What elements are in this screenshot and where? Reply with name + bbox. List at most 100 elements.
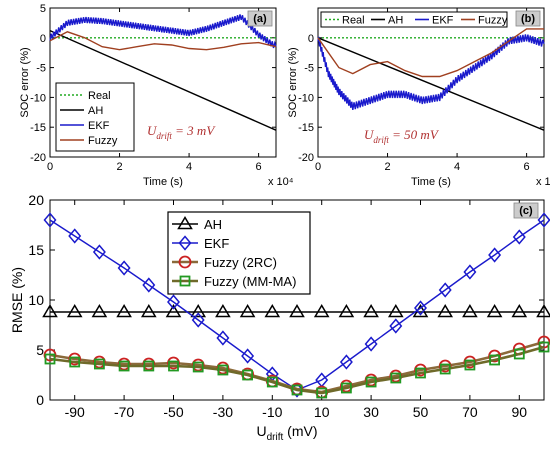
panel-b-xtick-label: 2 bbox=[384, 161, 390, 173]
panel-c-legend-label-ah: AH bbox=[204, 217, 222, 232]
panel-a-x-multiplier: x 10⁴ bbox=[268, 176, 294, 188]
panel-c-y-axis-label: RMSE (%) bbox=[9, 267, 25, 333]
panel-c-ah-point bbox=[462, 304, 478, 318]
panel-c-fuzzy-2rc-point bbox=[93, 355, 106, 369]
panel-a-badge-box bbox=[247, 10, 273, 27]
panel-c-ekf-point bbox=[216, 330, 230, 346]
panel-c-fuzzy-2rc-point bbox=[463, 355, 477, 369]
panel-c-legend-marker-fuzzy-mm-ma bbox=[179, 275, 191, 287]
panel-b-ytick-label: -5 bbox=[304, 63, 314, 75]
panel-c-series-fuzzy-mm-ma-markers bbox=[44, 341, 550, 399]
panel-c-fuzzy-mm-ma-point bbox=[94, 358, 105, 370]
panel-a-ytick-label: -20 bbox=[30, 152, 46, 164]
panel-c-ytick-label: 5 bbox=[36, 342, 44, 358]
panel-c-fuzzy-2rc-point bbox=[167, 356, 180, 370]
panel-c-fuzzy-2rc-point bbox=[438, 359, 452, 373]
panel-c-legend-marker-fuzzy-2rc bbox=[178, 255, 192, 269]
panel-a-legend-label-fuzzy: Fuzzy bbox=[88, 135, 118, 147]
panel-a-badge-label: (a) bbox=[253, 13, 267, 25]
panel-c-fuzzy-mm-ma-point bbox=[242, 369, 254, 381]
panel-c-legend-marker-ekf bbox=[178, 235, 192, 251]
panel-c-ytick-label: 15 bbox=[28, 242, 44, 258]
panel-c-fuzzy-mm-ma-point bbox=[217, 364, 229, 376]
panel-c-xtick-label: 90 bbox=[512, 404, 528, 420]
panel-c-ekf-point bbox=[142, 277, 156, 293]
panel-a-ytick-label: -5 bbox=[36, 63, 46, 75]
panel-c-ekf-point bbox=[512, 229, 526, 245]
panel-c-fuzzy-mm-ma-point bbox=[291, 384, 303, 396]
panel-c-ah-point bbox=[511, 304, 528, 318]
panel-a-ytick-label: -15 bbox=[30, 122, 46, 134]
panel-c-ekf-point bbox=[191, 312, 205, 328]
panel-c-fuzzy-mm-ma-point bbox=[69, 356, 81, 368]
panel-c-x-axis-label: Udrift (mV) bbox=[256, 423, 317, 443]
panel-a-xtick-label: 6 bbox=[256, 161, 262, 173]
panel-c-ekf-point bbox=[241, 348, 255, 364]
panel-c-ah-point bbox=[91, 304, 108, 318]
panel-c-badge-label: (c) bbox=[519, 205, 533, 217]
panel-a-series-fuzzy-line bbox=[49, 31, 277, 51]
panel-c-fuzzy-mm-ma-point bbox=[168, 360, 179, 372]
panel-b-xtick-label: 6 bbox=[524, 161, 530, 173]
panel-c-ah-point bbox=[486, 304, 503, 318]
panel-b-legend-box bbox=[320, 11, 508, 28]
panel-c-ah-point bbox=[215, 304, 231, 318]
panel-c-fuzzy-mm-ma-point bbox=[365, 376, 377, 388]
panel-c-xtick-label: -50 bbox=[163, 404, 183, 420]
panel-c-fuzzy-mm-ma-point bbox=[464, 359, 476, 371]
panel-c-fuzzy-mm-ma-point bbox=[415, 367, 426, 379]
panel-c-ah-point bbox=[42, 304, 58, 318]
panel-c-fuzzy-2rc-point bbox=[142, 357, 156, 371]
panel-c-fuzzy-2rc-point bbox=[488, 349, 502, 363]
panel-c-ytick-label: 20 bbox=[28, 192, 44, 208]
panel-b-legend-label-real: Real bbox=[342, 15, 365, 27]
panel-b-x-axis-label: Time (s) bbox=[411, 176, 451, 188]
panel-c-ekf-point bbox=[43, 212, 57, 228]
panel-c-ah-point bbox=[116, 304, 132, 318]
panel-c-ytick-label: 10 bbox=[28, 292, 44, 308]
panel-c-fuzzy-mm-ma-point bbox=[44, 353, 56, 365]
panel-a-series-ekf-line bbox=[49, 14, 277, 49]
panel-c-ah-point bbox=[338, 304, 355, 318]
panel-b-legend-label-fuzzy: Fuzzy bbox=[478, 15, 508, 27]
panel-c-series-fuzzy-mm-ma-line bbox=[49, 345, 545, 395]
panel-a-ytick-label: -10 bbox=[30, 92, 46, 104]
panel-a-y-axis-label: SOC error (%) bbox=[19, 47, 31, 117]
panel-c-ah-point bbox=[239, 304, 256, 318]
panel-a-xtick-label: 0 bbox=[47, 161, 53, 173]
panel-b-badge-label: (b) bbox=[521, 13, 535, 25]
panel-c-ekf-point bbox=[488, 247, 502, 263]
panel-c-ekf-point bbox=[438, 282, 452, 298]
panel-c-badge-box bbox=[513, 202, 539, 219]
panel-c-ekf-point bbox=[339, 354, 353, 370]
panel-b-badge-box bbox=[515, 10, 541, 27]
panel-c-ah-point bbox=[165, 304, 182, 318]
panel-c-ah-point bbox=[264, 304, 281, 318]
panel-c-xtick-label: -70 bbox=[114, 404, 134, 420]
panel-b-y-axis-label: SOC error (%) bbox=[287, 47, 299, 117]
panel-c-xtick-label: -30 bbox=[213, 404, 233, 420]
panel-c-xtick-label: 30 bbox=[363, 404, 379, 420]
panel-c-fuzzy-mm-ma-point bbox=[513, 348, 525, 360]
panel-c-ah-point bbox=[536, 304, 550, 318]
panel-c-series-ah-markers bbox=[42, 304, 550, 318]
panel-c-ah-point bbox=[437, 304, 454, 318]
panel-c-fuzzy-2rc-point bbox=[414, 363, 427, 377]
panel-c-xtick-label: 50 bbox=[413, 404, 429, 420]
panel-c-legend-label-fuzzy-2rc: Fuzzy (2RC) bbox=[204, 255, 277, 270]
panel-c-fuzzy-2rc-point bbox=[191, 358, 205, 372]
panel-c-ekf-point bbox=[117, 260, 131, 276]
panel-c-ytick-label: 0 bbox=[36, 392, 44, 408]
panel-c-ekf-point bbox=[389, 318, 403, 334]
panel-a-series-ah-line bbox=[49, 29, 277, 131]
panel-c-legend-label-ekf: EKF bbox=[204, 236, 229, 251]
panel-c-fuzzy-mm-ma-point bbox=[143, 360, 155, 372]
panel-a-xtick-label: 4 bbox=[186, 161, 192, 173]
panel-a-legend-label-ekf: EKF bbox=[88, 120, 110, 132]
panel-c-fuzzy-mm-ma-point bbox=[538, 341, 550, 353]
panel-b-ytick-label: -20 bbox=[298, 152, 314, 164]
panel-c-ekf-point bbox=[92, 244, 106, 260]
panel-a-xtick-label: 2 bbox=[116, 161, 122, 173]
panel-c-xtick-label: -10 bbox=[262, 404, 282, 420]
